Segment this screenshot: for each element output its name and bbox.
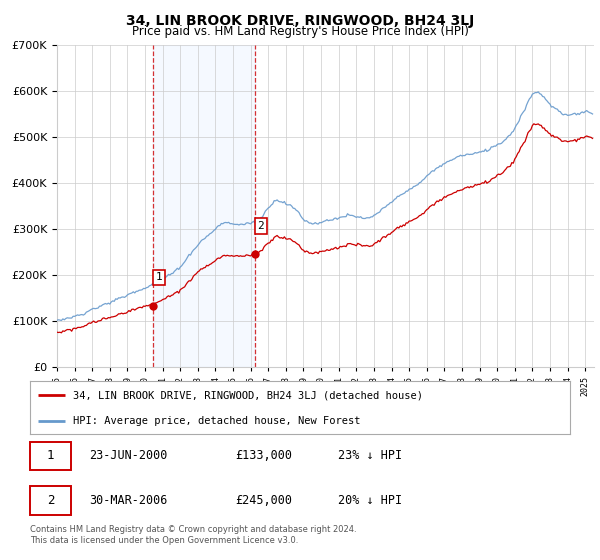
Text: 1: 1 — [47, 449, 54, 463]
Text: 20% ↓ HPI: 20% ↓ HPI — [338, 494, 402, 507]
Bar — [154, 45, 255, 367]
Text: 34, LIN BROOK DRIVE, RINGWOOD, BH24 3LJ (detached house): 34, LIN BROOK DRIVE, RINGWOOD, BH24 3LJ … — [73, 390, 423, 400]
FancyBboxPatch shape — [30, 487, 71, 515]
Text: Contains HM Land Registry data © Crown copyright and database right 2024.
This d: Contains HM Land Registry data © Crown c… — [30, 525, 356, 545]
Text: £245,000: £245,000 — [235, 494, 292, 507]
Text: 23-JUN-2000: 23-JUN-2000 — [89, 449, 168, 463]
Text: HPI: Average price, detached house, New Forest: HPI: Average price, detached house, New … — [73, 416, 361, 426]
Text: 1: 1 — [156, 272, 163, 282]
Text: 2: 2 — [47, 494, 54, 507]
Text: 34, LIN BROOK DRIVE, RINGWOOD, BH24 3LJ: 34, LIN BROOK DRIVE, RINGWOOD, BH24 3LJ — [126, 14, 474, 28]
FancyBboxPatch shape — [30, 442, 71, 470]
Text: £133,000: £133,000 — [235, 449, 292, 463]
Text: Price paid vs. HM Land Registry's House Price Index (HPI): Price paid vs. HM Land Registry's House … — [131, 25, 469, 38]
Text: 2: 2 — [257, 221, 264, 231]
Text: 23% ↓ HPI: 23% ↓ HPI — [338, 449, 402, 463]
Text: 30-MAR-2006: 30-MAR-2006 — [89, 494, 168, 507]
